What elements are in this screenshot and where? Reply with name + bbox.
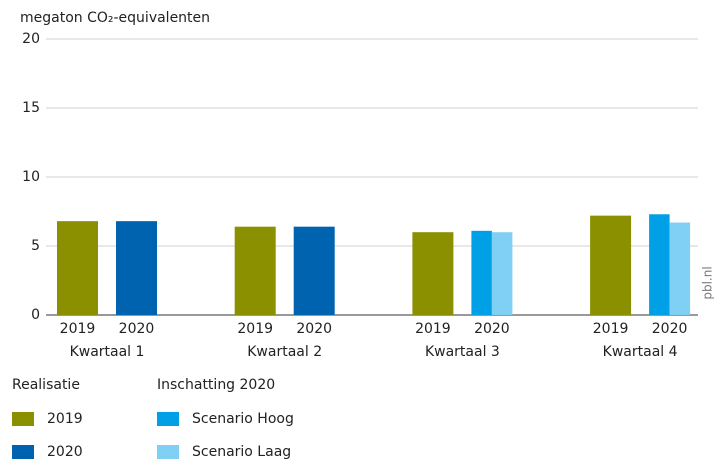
category-label: Kwartaal 1 [70, 344, 145, 360]
bar [669, 222, 691, 315]
legend-title: Realisatie [12, 377, 80, 393]
bar [471, 230, 492, 315]
bar [116, 221, 157, 315]
y-tick-label: 15 [22, 100, 40, 116]
legend-title: Inschatting 2020 [157, 377, 275, 393]
bar [57, 221, 98, 315]
x-tick-label: 2019 [60, 321, 96, 337]
x-tick-label: 2020 [474, 321, 510, 337]
legend-label: 2019 [47, 411, 83, 427]
legend-swatch [12, 445, 34, 459]
legend-label: Scenario Hoog [192, 411, 294, 427]
category-label: Kwartaal 3 [425, 344, 500, 360]
y-tick-label: 5 [31, 238, 40, 254]
x-tick-label: 2019 [415, 321, 451, 337]
category-label: Kwartaal 2 [247, 344, 322, 360]
bar [412, 232, 454, 315]
category-label: Kwartaal 4 [603, 344, 678, 360]
bar [649, 214, 670, 315]
legend-label: Scenario Laag [192, 444, 291, 460]
x-tick-label: 2020 [119, 321, 155, 337]
bar [293, 226, 335, 315]
y-tick-label: 20 [22, 31, 40, 47]
bar [491, 232, 513, 315]
bar [590, 215, 632, 315]
y-axis-label: megaton CO₂-equivalenten [20, 10, 210, 26]
legend-swatch [157, 445, 179, 459]
x-tick-label: 2020 [652, 321, 688, 337]
bar [234, 226, 276, 315]
legend-label: 2020 [47, 444, 83, 460]
source: pbl.nl [701, 266, 714, 299]
y-tick-label: 10 [22, 169, 40, 185]
y-tick-label: 0 [31, 307, 40, 323]
legend-swatch [157, 412, 179, 426]
legend-swatch [12, 412, 34, 426]
x-tick-label: 2020 [296, 321, 332, 337]
x-tick-label: 2019 [237, 321, 273, 337]
x-tick-label: 2019 [593, 321, 629, 337]
